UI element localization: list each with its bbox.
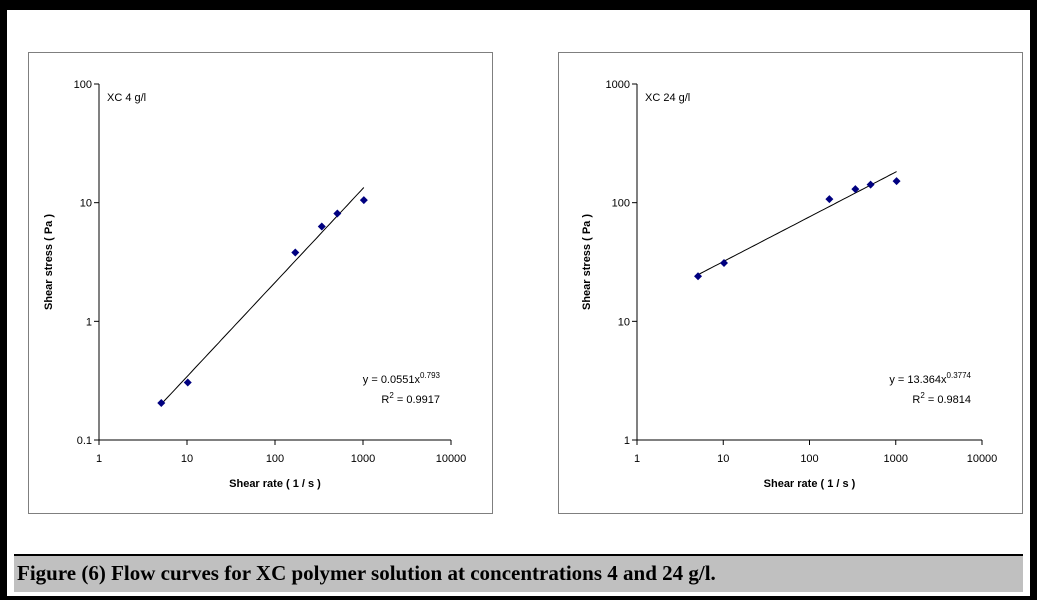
figure-caption-bar: Figure (6) Flow curves for XC polymer so… [14,554,1023,592]
trendline [697,171,897,276]
data-point [359,196,368,205]
y-tick-label: 1000 [606,79,630,91]
data-point [866,180,875,189]
y-axis-label: Shear stress ( Pa ) [43,214,55,310]
x-tick-label: 10000 [967,453,998,465]
data-point [825,195,834,204]
series-label: XC 24 g/l [645,92,690,104]
trendline [160,187,365,405]
y-tick-label: 0.1 [77,435,92,447]
x-tick-label: 100 [800,453,818,465]
y-tick-label: 1 [86,316,92,328]
x-tick-label: 10 [181,453,193,465]
data-point [719,259,728,268]
y-tick-label: 10 [618,316,630,328]
data-point [317,222,326,231]
x-axis-label: Shear rate ( 1 / s ) [229,478,321,490]
data-point [694,272,703,281]
x-tick-label: 1000 [351,453,375,465]
x-axis-label: Shear rate ( 1 / s ) [764,478,856,490]
chart-xc-4-svg: 1 10 100 1000 10000 0.1 1 10 100 Shear rate ( 1 /… [43,79,467,490]
chart-panel-xc-24: 1 10 100 1000 10000 1 10 100 1000 Shear rate ( 1 … [558,52,1023,514]
figure-caption: Figure (6) Flow curves for XC polymer so… [17,561,716,585]
r-squared-value: R2 = 0.9917 [381,391,440,406]
trendline-equation: y = 13.364x0.3774 [889,371,971,386]
y-tick-label: 100 [612,198,630,210]
x-tick-label: 100 [266,453,284,465]
y-tick-label: 1 [624,435,630,447]
x-tick-label: 1 [634,453,640,465]
x-tick-label: 10 [717,453,729,465]
data-point [333,209,342,218]
x-tick-label: 1000 [884,453,908,465]
chart-panel-xc-4: 1 10 100 1000 10000 0.1 1 10 100 Shear rate ( 1 /… [28,52,493,514]
data-point [183,378,192,387]
y-axis-label: Shear stress ( Pa ) [581,214,593,310]
trendline-equation: y = 0.0551x0.793 [363,371,441,386]
x-tick-label: 10000 [436,453,467,465]
r-squared-value: R2 = 0.9814 [912,391,971,406]
data-point [892,177,901,186]
x-tick-label: 1 [96,453,102,465]
data-point [291,248,300,257]
y-tick-label: 10 [80,198,92,210]
series-label: XC 4 g/l [107,92,146,104]
data-point [851,185,860,194]
data-point [157,399,166,408]
y-tick-label: 100 [74,79,92,91]
chart-xc-24-svg: 1 10 100 1000 10000 1 10 100 1000 Shear rate ( 1 … [581,79,998,490]
